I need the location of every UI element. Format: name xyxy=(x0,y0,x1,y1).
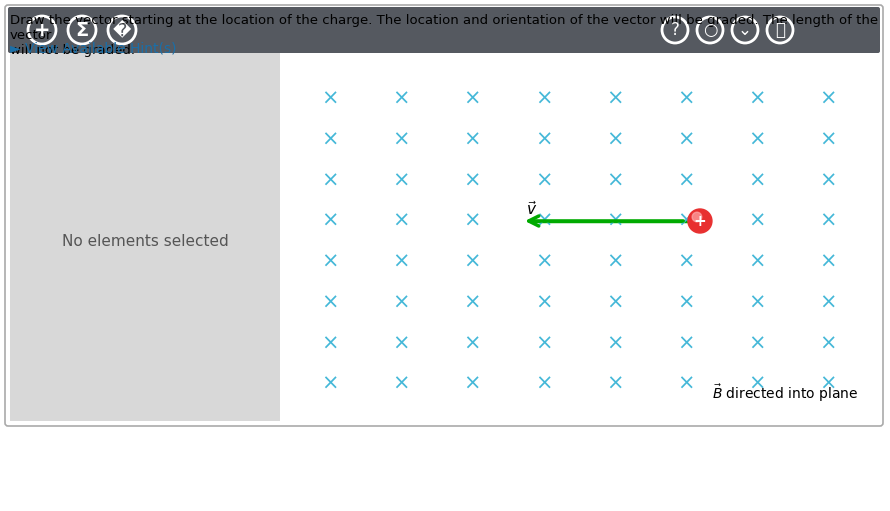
Text: ×: × xyxy=(820,333,837,353)
Text: ×: × xyxy=(748,292,765,313)
Text: ×: × xyxy=(606,374,623,394)
Text: ×: × xyxy=(820,89,837,109)
Text: ○: ○ xyxy=(703,21,717,39)
Text: ×: × xyxy=(606,129,623,150)
Text: ×: × xyxy=(677,129,694,150)
Text: $\vec{B}$ directed into plane: $\vec{B}$ directed into plane xyxy=(712,382,858,404)
Text: ×: × xyxy=(535,211,552,231)
Text: ► View Available Hint(s): ► View Available Hint(s) xyxy=(10,41,176,55)
Text: ×: × xyxy=(392,252,410,272)
Circle shape xyxy=(692,213,708,229)
Text: ×: × xyxy=(748,89,765,109)
Text: Draw the vector starting at the location of the charge. The location and orienta: Draw the vector starting at the location… xyxy=(10,14,878,57)
Text: ×: × xyxy=(464,252,481,272)
Text: ×: × xyxy=(820,211,837,231)
Text: ×: × xyxy=(606,292,623,313)
FancyBboxPatch shape xyxy=(8,7,880,53)
Text: ×: × xyxy=(748,211,765,231)
Text: ×: × xyxy=(321,292,339,313)
Text: ×: × xyxy=(677,89,694,109)
Text: ×: × xyxy=(820,170,837,190)
Text: ×: × xyxy=(677,170,694,190)
Text: ×: × xyxy=(535,252,552,272)
Text: No elements selected: No elements selected xyxy=(61,234,229,248)
Text: ×: × xyxy=(677,292,694,313)
Circle shape xyxy=(692,212,701,222)
Text: ×: × xyxy=(606,333,623,353)
Circle shape xyxy=(695,216,705,226)
Text: ×: × xyxy=(392,292,410,313)
Text: ×: × xyxy=(748,252,765,272)
Text: ×: × xyxy=(392,333,410,353)
Text: ×: × xyxy=(321,211,339,231)
Text: ×: × xyxy=(464,374,481,394)
Text: �: � xyxy=(113,21,131,39)
Text: ×: × xyxy=(392,374,410,394)
Text: ⓘ: ⓘ xyxy=(775,21,785,39)
Text: ×: × xyxy=(321,129,339,150)
Text: ×: × xyxy=(748,333,765,353)
Text: ×: × xyxy=(321,374,339,394)
Text: ?: ? xyxy=(670,21,679,39)
Text: ×: × xyxy=(321,333,339,353)
Text: +: + xyxy=(693,214,707,228)
FancyBboxPatch shape xyxy=(5,5,883,426)
Text: ×: × xyxy=(677,211,694,231)
Text: ×: × xyxy=(321,252,339,272)
Text: ×: × xyxy=(392,129,410,150)
Text: ×: × xyxy=(606,211,623,231)
Text: ×: × xyxy=(464,333,481,353)
Bar xyxy=(290,53,868,419)
Text: ×: × xyxy=(464,211,481,231)
Text: ×: × xyxy=(677,374,694,394)
Text: ×: × xyxy=(392,170,410,190)
Bar xyxy=(10,53,280,421)
Text: ×: × xyxy=(820,252,837,272)
Text: ×: × xyxy=(535,89,552,109)
Text: ×: × xyxy=(820,129,837,150)
Text: ×: × xyxy=(606,252,623,272)
Text: ×: × xyxy=(820,374,837,394)
Text: ×: × xyxy=(748,170,765,190)
Text: ⌄: ⌄ xyxy=(738,21,752,39)
Text: ×: × xyxy=(392,89,410,109)
Text: ×: × xyxy=(464,89,481,109)
Text: ×: × xyxy=(748,374,765,394)
Text: ×: × xyxy=(606,170,623,190)
Text: ×: × xyxy=(464,170,481,190)
Text: ×: × xyxy=(464,292,481,313)
Text: ×: × xyxy=(464,129,481,150)
Text: ×: × xyxy=(321,170,339,190)
Text: $\vec{v}$: $\vec{v}$ xyxy=(526,200,537,218)
Text: ×: × xyxy=(535,129,552,150)
Text: +: + xyxy=(34,20,50,39)
Text: ×: × xyxy=(535,292,552,313)
Text: ×: × xyxy=(392,211,410,231)
Circle shape xyxy=(688,209,712,233)
Text: ×: × xyxy=(677,333,694,353)
Text: ×: × xyxy=(606,89,623,109)
Text: ×: × xyxy=(820,292,837,313)
Text: ×: × xyxy=(535,374,552,394)
Text: ×: × xyxy=(677,252,694,272)
Text: ×: × xyxy=(535,333,552,353)
Text: Σ: Σ xyxy=(76,20,89,39)
Text: ×: × xyxy=(748,129,765,150)
Text: ×: × xyxy=(535,170,552,190)
Text: ×: × xyxy=(321,89,339,109)
